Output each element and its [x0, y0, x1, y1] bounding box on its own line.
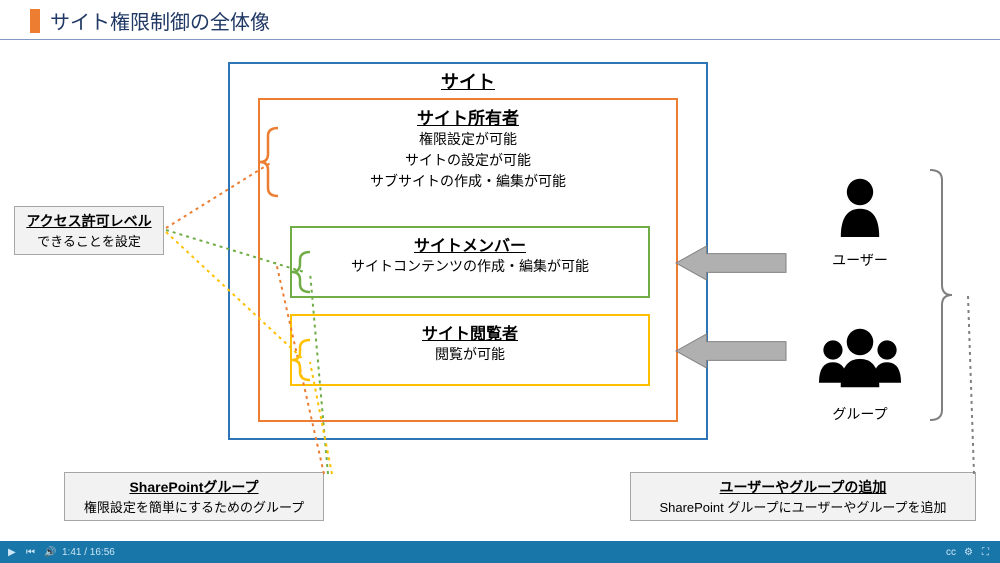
slide: サイト権限制御の全体像 サイト サイト所有者 権限設定が可能サイトの設定が可能サ… [0, 0, 1000, 541]
access-level-desc: できることを設定 [23, 231, 155, 250]
cc-icon[interactable]: cc [946, 547, 956, 557]
user-label: ユーザー [820, 250, 900, 270]
video-player-bar[interactable]: ▶ ⏮ 🔊 1:41 / 16:56 cc ⚙ ⛶ [0, 541, 1000, 563]
fullscreen-icon[interactable]: ⛶ [982, 547, 992, 557]
owner-box-lines: 権限設定が可能サイトの設定が可能サブサイトの作成・編集が可能 [260, 129, 676, 192]
access-level-title: アクセス許可レベル [23, 211, 155, 231]
owner-box-title: サイト所有者 [260, 104, 676, 129]
add-user-group-title: ユーザーやグループの追加 [639, 477, 967, 497]
member-box: サイトメンバー サイトコンテンツの作成・編集が可能 [290, 226, 650, 298]
title-accent [30, 9, 40, 33]
title-bar: サイト権限制御の全体像 [0, 0, 1000, 39]
viewer-box-title: サイト閲覧者 [292, 320, 648, 344]
group-label: グループ [808, 404, 912, 424]
member-box-title: サイトメンバー [292, 232, 648, 256]
viewer-box: サイト閲覧者 閲覧が可能 [290, 314, 650, 386]
sharepoint-group-title: SharePointグループ [73, 477, 315, 497]
player-time: 1:41 / 16:56 [62, 547, 115, 558]
settings-icon[interactable]: ⚙ [964, 547, 974, 557]
viewer-box-lines: 閲覧が可能 [292, 344, 648, 365]
add-user-group-desc: SharePoint グループにユーザーやグループを追加 [639, 497, 967, 516]
sharepoint-group-callout: SharePointグループ 権限設定を簡単にするためのグループ [64, 472, 324, 521]
page-title: サイト権限制御の全体像 [50, 6, 270, 35]
add-user-group-callout: ユーザーやグループの追加 SharePoint グループにユーザーやグループを追… [630, 472, 976, 521]
site-box-title: サイト [230, 68, 706, 94]
prev-icon[interactable]: ⏮ [26, 547, 36, 557]
member-box-lines: サイトコンテンツの作成・編集が可能 [292, 256, 648, 277]
diagram: サイト サイト所有者 権限設定が可能サイトの設定が可能サブサイトの作成・編集が可… [0, 40, 1000, 540]
access-level-callout: アクセス許可レベル できることを設定 [14, 206, 164, 255]
play-icon[interactable]: ▶ [8, 547, 18, 557]
volume-icon[interactable]: 🔊 [44, 547, 54, 557]
sharepoint-group-desc: 権限設定を簡単にするためのグループ [73, 497, 315, 516]
